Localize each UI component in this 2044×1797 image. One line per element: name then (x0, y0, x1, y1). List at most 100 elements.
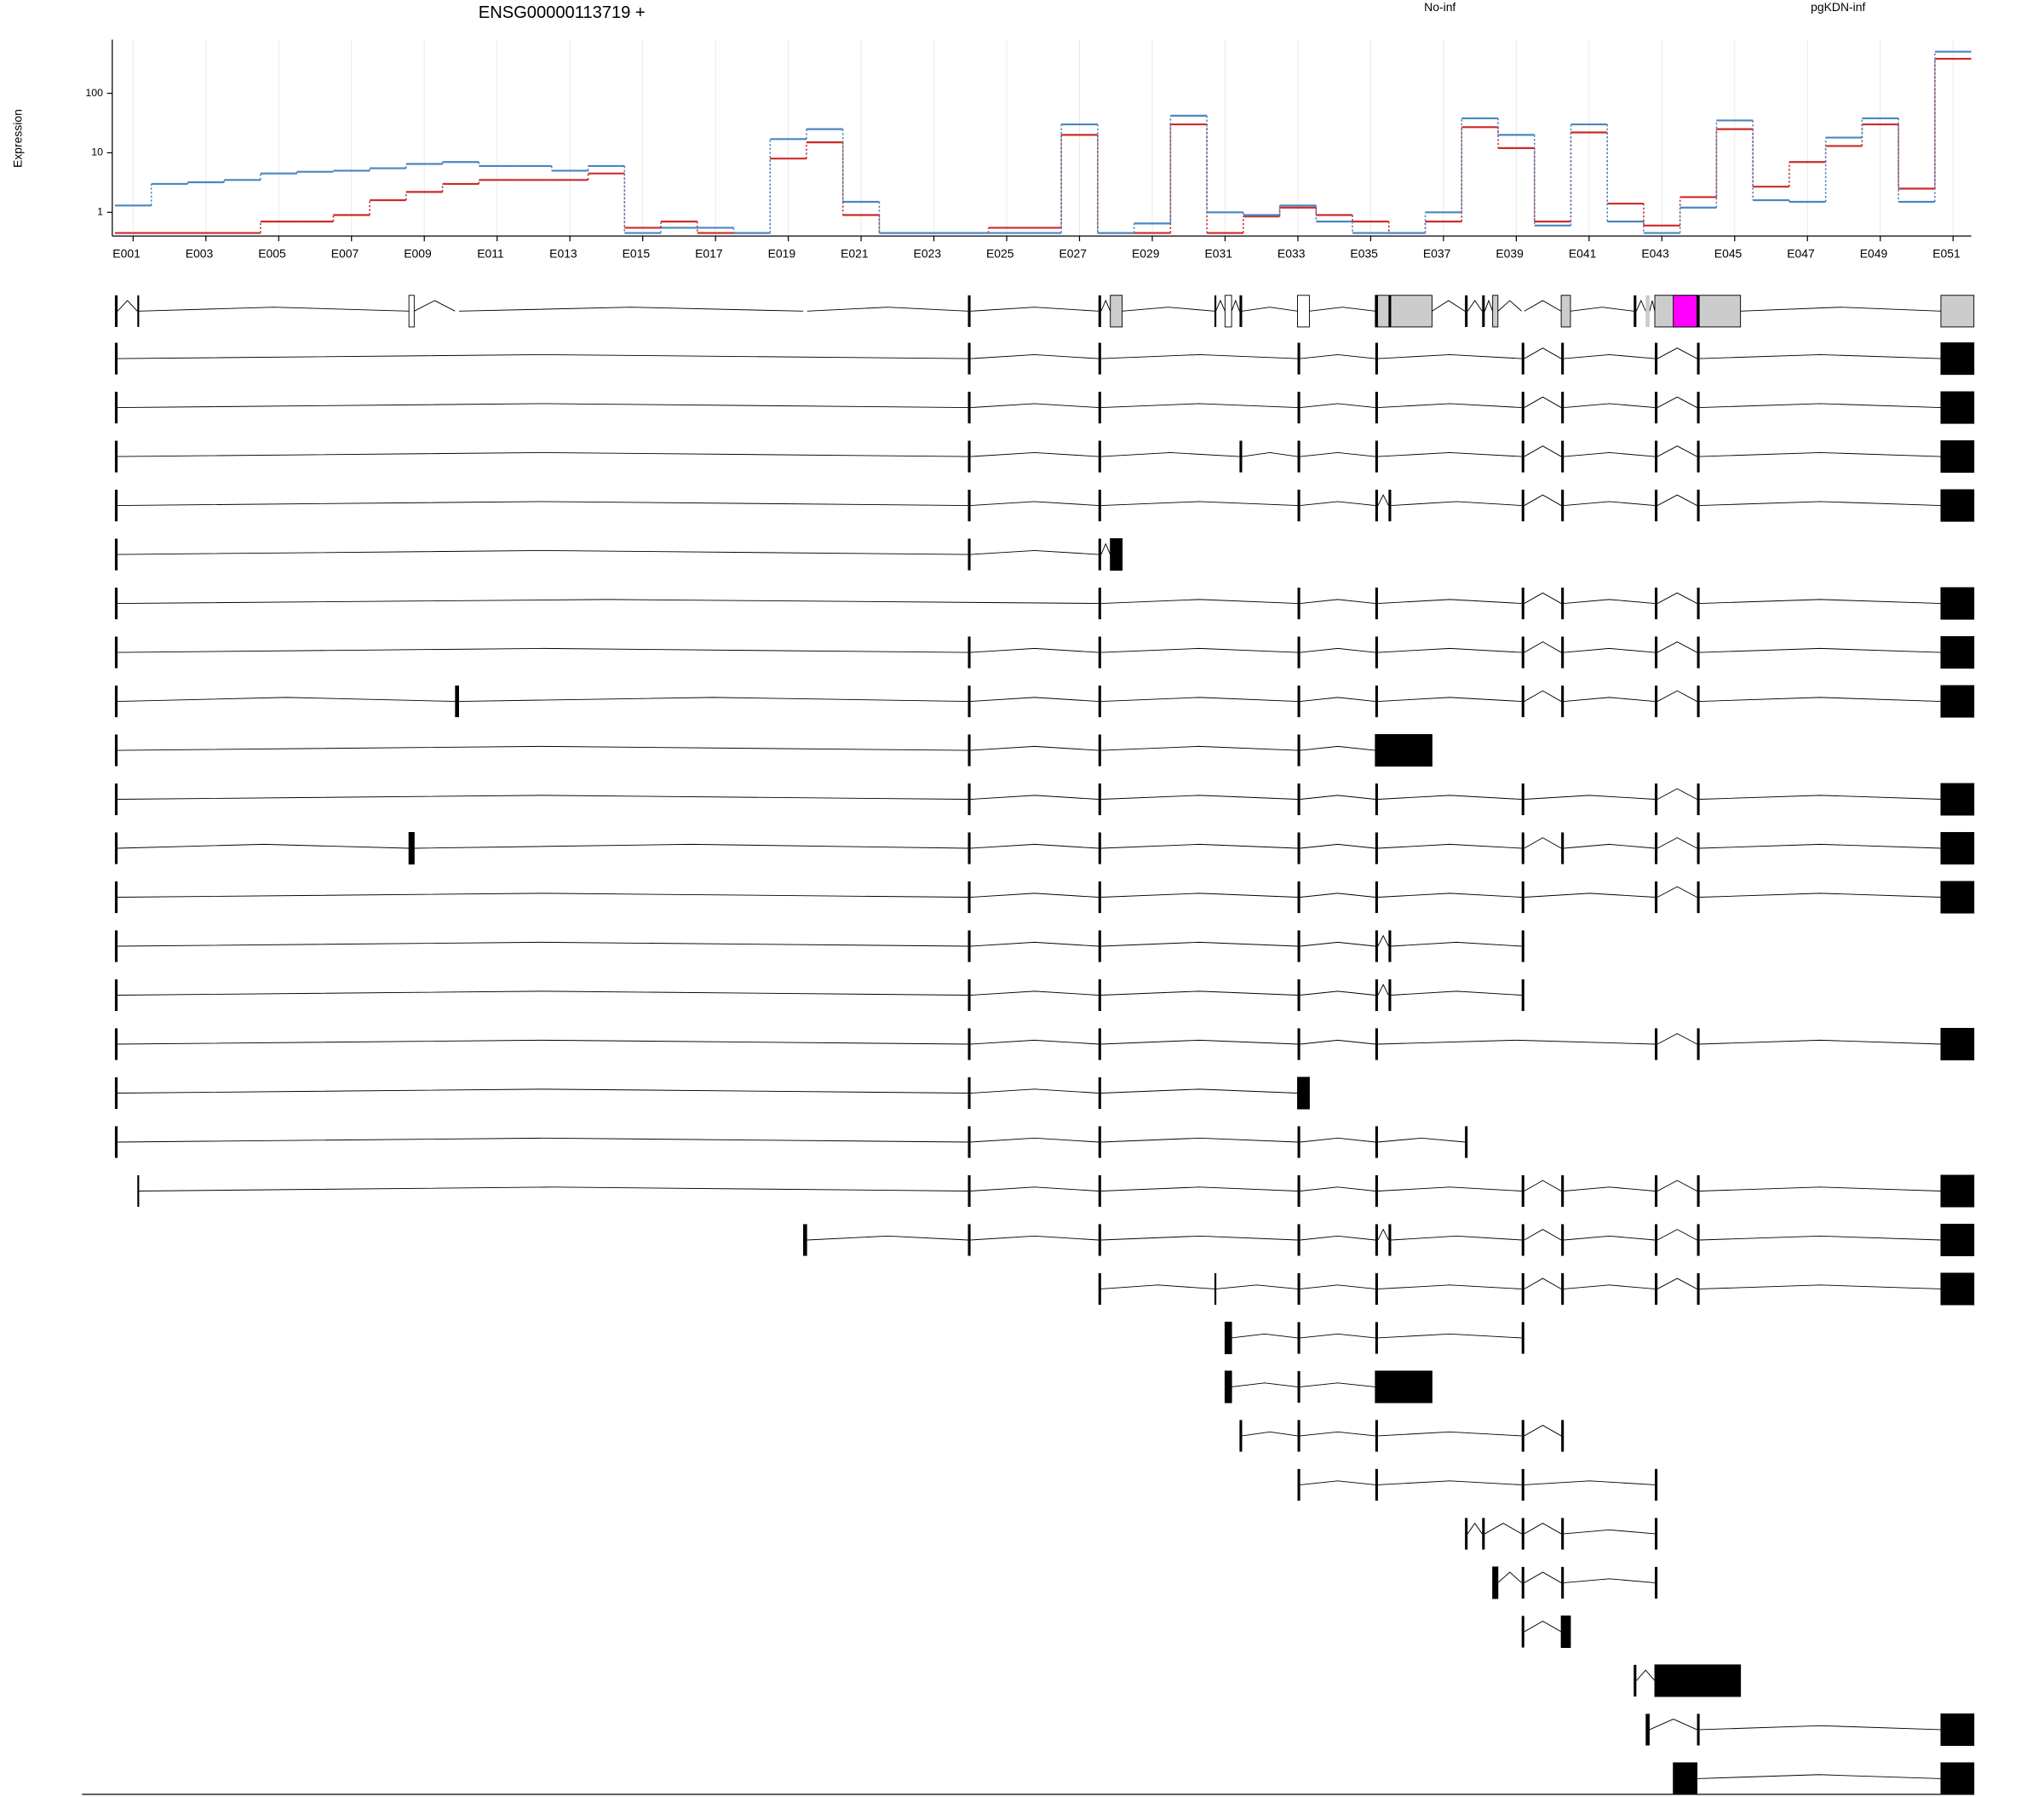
transcript-exon (967, 685, 971, 718)
intron (118, 893, 968, 898)
intron (1300, 1333, 1375, 1339)
transcript-exon (114, 734, 118, 766)
intron (1564, 353, 1656, 359)
transcript-exon (967, 979, 971, 1012)
transcript-exon (1655, 489, 1658, 522)
transcript-exon (1375, 1126, 1378, 1158)
model-exon (1633, 295, 1637, 327)
x-tick-label: E037 (1423, 246, 1451, 260)
transcript-exon (1655, 440, 1658, 473)
x-tick-label: E019 (768, 246, 796, 260)
model-exon (1697, 295, 1700, 327)
transcript-exon (1655, 391, 1658, 424)
transcript-exon (114, 636, 118, 669)
x-tick-label: E023 (914, 246, 942, 260)
transcript-exon (1297, 1126, 1300, 1158)
transcript-exon (967, 734, 971, 766)
intron (970, 549, 1099, 555)
intron (1524, 300, 1562, 312)
transcript-exon (1940, 1272, 1975, 1306)
transcript-exon (1375, 1224, 1378, 1256)
transcript-exon (1940, 1174, 1975, 1208)
intron (1699, 599, 1941, 605)
intron (807, 1235, 968, 1241)
transcript-exon (114, 685, 118, 718)
transcript-exon (1561, 1224, 1565, 1256)
transcript-exon (1655, 1028, 1658, 1060)
transcript-exon (1297, 979, 1300, 1012)
intron (1100, 843, 1298, 849)
transcript-exon (114, 1126, 118, 1158)
intron (118, 501, 968, 507)
intron (970, 1186, 1099, 1191)
transcript-exon (1521, 930, 1524, 962)
intron (1564, 647, 1656, 653)
transcript-exon (1098, 636, 1101, 669)
intron (1524, 893, 1656, 898)
intron (970, 893, 1099, 898)
intron (1564, 599, 1656, 605)
transcript-exon (1697, 1028, 1700, 1060)
intron (1391, 1235, 1522, 1241)
intron (970, 353, 1099, 359)
transcript-exon (114, 440, 118, 473)
transcript-exon (1697, 1272, 1700, 1306)
intron (1377, 1186, 1522, 1191)
x-tick-label: E011 (477, 246, 504, 260)
transcript-exon (1697, 1174, 1700, 1208)
model-exon (137, 295, 140, 327)
transcript-exon (1375, 440, 1378, 473)
intron (970, 1235, 1099, 1241)
transcript-exon (1297, 1468, 1300, 1501)
transcript-exon (1098, 783, 1101, 816)
x-tick-label: E029 (1132, 246, 1160, 260)
transcript-exon (1098, 342, 1101, 375)
transcript-exon (1655, 881, 1658, 914)
x-tick-label: E045 (1714, 246, 1743, 260)
model-exon (1239, 295, 1243, 327)
transcript-exon (114, 979, 118, 1012)
intron (458, 697, 968, 702)
intron (1497, 1571, 1522, 1583)
transcript-exon (1521, 1468, 1524, 1501)
model-exon (1214, 295, 1217, 327)
transcript-exon (1388, 979, 1392, 1012)
transcript-exon (1110, 538, 1123, 571)
x-tick-label: E035 (1350, 246, 1378, 260)
transcript-exon (967, 440, 971, 473)
intron (118, 403, 968, 409)
intron (1215, 299, 1226, 312)
intron (1432, 300, 1466, 312)
transcript-exon (1697, 342, 1700, 375)
x-tick-label: E017 (695, 246, 723, 260)
transcript-exon (1521, 685, 1524, 718)
transcript-exon (1297, 1174, 1300, 1208)
intron (1377, 795, 1522, 800)
transcript-exon (1375, 733, 1433, 767)
transcript-exon (114, 1076, 118, 1110)
transcript-exon (1098, 538, 1101, 571)
transcript-exon (1375, 930, 1378, 962)
x-tick-label: E047 (1787, 246, 1815, 260)
intron (1100, 1284, 1215, 1289)
intron (1524, 1229, 1562, 1241)
transcript-exon (1561, 440, 1565, 473)
intron (1656, 592, 1697, 604)
intron (414, 300, 456, 312)
intron (1564, 1235, 1656, 1241)
transcript-exon (1697, 1714, 1700, 1746)
transcript-exon (1561, 1566, 1565, 1599)
intron (1656, 641, 1697, 653)
intron (1232, 1333, 1298, 1339)
transcript-exon (1561, 342, 1565, 375)
intron (1656, 690, 1697, 702)
intron (970, 745, 1099, 751)
transcript-exon (1673, 1762, 1698, 1795)
intron (1524, 1621, 1562, 1633)
x-tick-label: E009 (404, 246, 432, 260)
transcript-exon (114, 930, 118, 962)
transcript-exon (1297, 1322, 1300, 1354)
intron (458, 307, 804, 312)
intron (1524, 592, 1562, 604)
transcript-exon (1098, 1272, 1101, 1306)
